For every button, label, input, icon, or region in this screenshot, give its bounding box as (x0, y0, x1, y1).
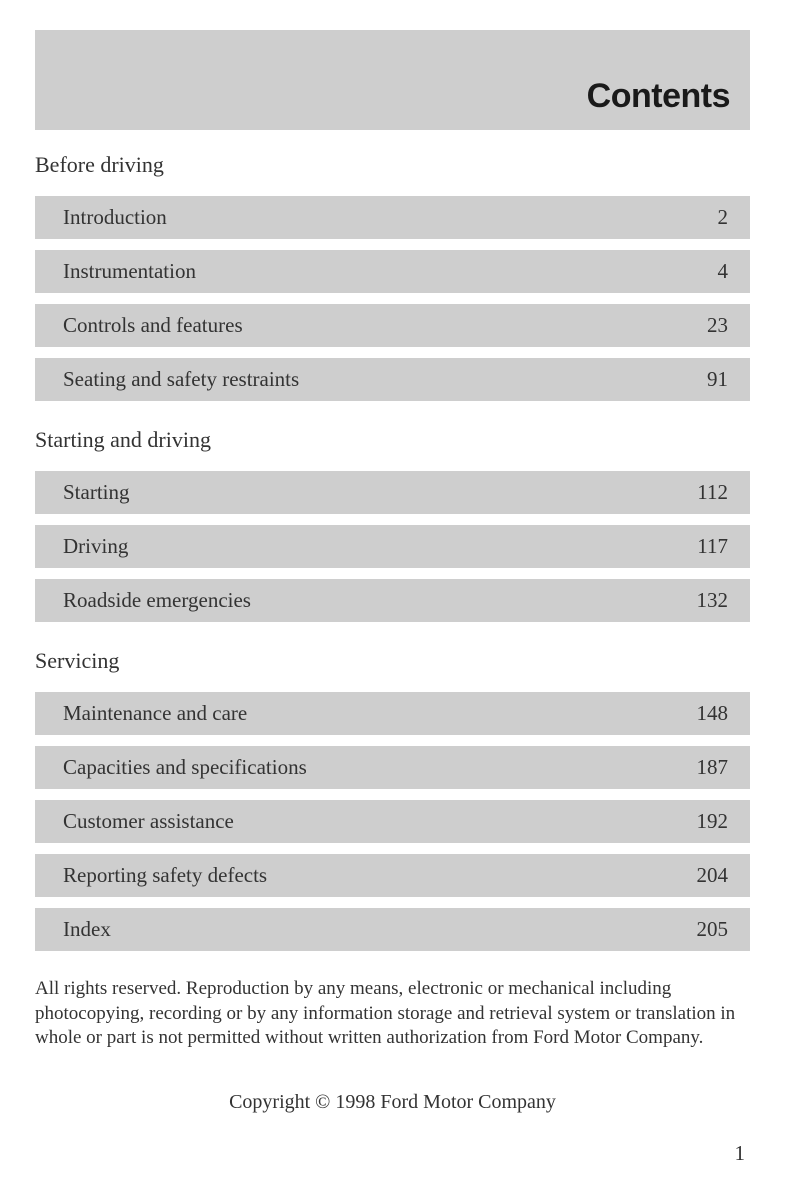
section-heading: Starting and driving (35, 427, 750, 453)
toc-row: Maintenance and care 148 (35, 692, 750, 735)
toc-row: Roadside emergencies 132 (35, 579, 750, 622)
toc-page-number: 4 (718, 259, 729, 284)
copyright-line: Copyright © 1998 Ford Motor Company (35, 1091, 750, 1114)
toc-row: Seating and safety restraints 91 (35, 358, 750, 401)
toc-label: Maintenance and care (63, 701, 247, 726)
toc-page-number: 205 (697, 917, 729, 942)
toc-label: Instrumentation (63, 259, 196, 284)
toc-sections: Before driving Introduction 2 Instrumentati… (35, 152, 750, 951)
page-container: Contents Before driving Introduction 2 Inst… (0, 0, 785, 1114)
toc-page-number: 187 (697, 755, 729, 780)
contents-header-block: Contents (35, 30, 750, 130)
toc-row: Driving 117 (35, 525, 750, 568)
toc-row: Starting 112 (35, 471, 750, 514)
toc-page-number: 148 (697, 701, 729, 726)
toc-label: Starting (63, 480, 130, 505)
toc-section: Starting and driving Starting 112 Driving 11… (35, 427, 750, 622)
toc-label: Index (63, 917, 111, 942)
toc-row: Index 205 (35, 908, 750, 951)
toc-page-number: 112 (697, 480, 728, 505)
toc-label: Seating and safety restraints (63, 367, 299, 392)
toc-label: Introduction (63, 205, 167, 230)
toc-row: Controls and features 23 (35, 304, 750, 347)
section-heading: Servicing (35, 648, 750, 674)
toc-page-number: 117 (697, 534, 728, 559)
toc-page-number: 192 (697, 809, 729, 834)
toc-page-number: 23 (707, 313, 728, 338)
toc-row: Introduction 2 (35, 196, 750, 239)
contents-title: Contents (587, 77, 730, 116)
toc-section: Servicing Maintenance and care 148 Capaciti… (35, 648, 750, 951)
toc-page-number: 2 (718, 205, 729, 230)
toc-section: Before driving Introduction 2 Instrumentati… (35, 152, 750, 401)
toc-label: Controls and features (63, 313, 243, 338)
legal-notice: All rights reserved. Reproduction by any… (35, 977, 750, 1051)
toc-row: Customer assistance 192 (35, 800, 750, 843)
section-heading: Before driving (35, 152, 750, 178)
toc-row: Capacities and specifications 187 (35, 746, 750, 789)
toc-label: Customer assistance (63, 809, 234, 834)
page-number: 1 (735, 1141, 746, 1166)
toc-label: Roadside emergencies (63, 588, 251, 613)
toc-row: Instrumentation 4 (35, 250, 750, 293)
toc-page-number: 132 (697, 588, 729, 613)
toc-label: Driving (63, 534, 128, 559)
toc-label: Reporting safety defects (63, 863, 267, 888)
toc-row: Reporting safety defects 204 (35, 854, 750, 897)
toc-page-number: 204 (697, 863, 729, 888)
toc-label: Capacities and specifications (63, 755, 307, 780)
toc-page-number: 91 (707, 367, 728, 392)
